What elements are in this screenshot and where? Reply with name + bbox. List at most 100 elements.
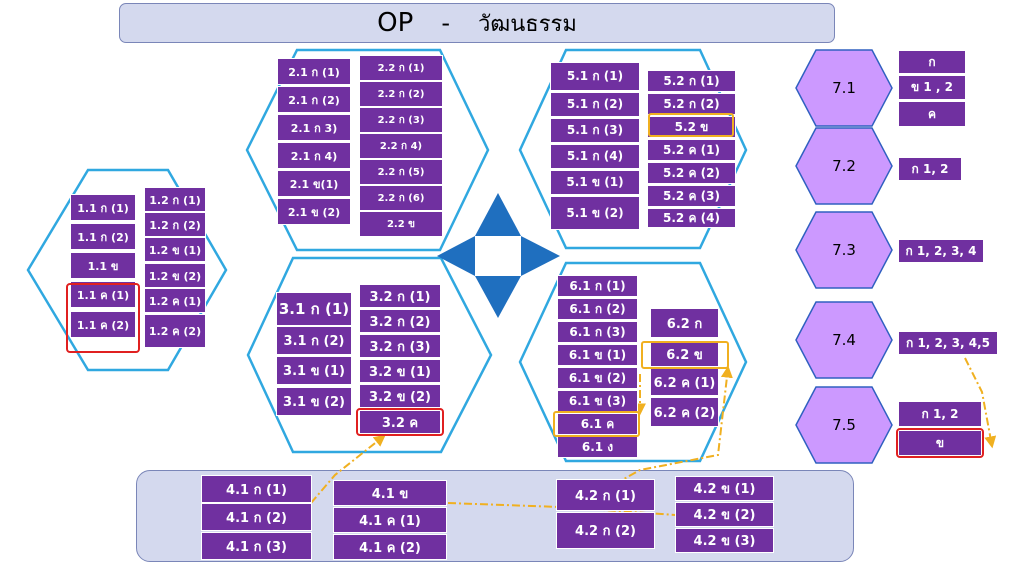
g3-cell: 3.1 ก (1)	[276, 292, 352, 326]
g1-cell: 1.2 ก (1)	[144, 187, 206, 212]
g2-cell: 2.1 ก 4)	[277, 142, 351, 169]
g7-cell: ก 1, 2, 3, 4	[898, 239, 984, 263]
connector-7-4-to-7-5	[964, 357, 997, 449]
title-sub: วัฒนธรรม	[478, 11, 577, 37]
hex-7-2-label: 7.2	[832, 157, 856, 175]
highlight-7-5-kh	[896, 428, 984, 458]
g3-cell: 3.2 ก (1)	[359, 284, 441, 308]
connector-4-2-to-6-2	[614, 365, 733, 485]
g1-cell: 1.1 ก (1)	[70, 194, 136, 221]
g7-cell: ข	[898, 430, 982, 456]
g5-cell: 5.1 ก (3)	[550, 118, 640, 143]
highlight-6-1-c	[553, 411, 640, 437]
hex-7-3-label: 7.3	[832, 241, 856, 259]
g7-cell: ก 1, 2, 3, 4,5	[898, 331, 998, 355]
g5-cell: 5.1 ข (2)	[550, 196, 640, 230]
title-bar: OP - วัฒนธรรม	[119, 3, 835, 43]
hex-group5-outline	[518, 48, 748, 250]
g1-cell: 1.1 ข	[70, 252, 136, 279]
g3-cell: 3.2 ค	[359, 410, 441, 434]
g4-cell: 4.1 ก (3)	[201, 532, 312, 560]
g5-cell: 5.2 ก (2)	[647, 93, 736, 115]
connector-4-1-to-3-2	[310, 434, 386, 504]
hex-group1-outline	[26, 168, 228, 372]
g6-cell: 6.1 ค	[557, 413, 638, 435]
g3-cell: 3.2 ก (3)	[359, 334, 441, 358]
hex-group3-outline	[246, 256, 493, 454]
hex-7-1-label: 7.1	[832, 79, 856, 97]
arrow-right-icon	[521, 236, 560, 276]
g6-cell: 6.1 ก (1)	[557, 275, 638, 297]
g5-cell: 5.2 ค (1)	[647, 139, 736, 161]
g5-cell: 5.2 ค (4)	[647, 208, 736, 228]
g2-cell: 2.1 ข(1)	[277, 170, 351, 197]
g6-cell: 6.1 ง	[557, 436, 638, 458]
g3-cell: 3.2 ก (2)	[359, 309, 441, 333]
g3-cell: 3.1 ข (2)	[276, 387, 352, 416]
hex-7-5	[795, 386, 893, 464]
g6-cell: 6.1 ก (2)	[557, 298, 638, 320]
hex-7-2	[795, 127, 893, 205]
title-dash: -	[441, 9, 450, 37]
g7-cell: ก 1, 2	[898, 401, 982, 427]
hex-7-4-label: 7.4	[832, 331, 856, 349]
g5-cell: 5.2 ข	[647, 116, 736, 138]
g1-cell: 1.2 ก (2)	[144, 212, 206, 237]
highlight-1-1-c	[66, 283, 140, 353]
g6-cell: 6.2 ค (1)	[650, 368, 719, 396]
g7-cell: ก	[898, 50, 966, 74]
highlight-3-2-c	[356, 408, 444, 436]
g4-cell: 4.1 ก (2)	[201, 503, 312, 531]
g7-cell: ค	[898, 101, 966, 127]
g4-cell: 4.1 ก (1)	[201, 475, 312, 503]
g2-cell: 2.1 ก 3)	[277, 114, 351, 141]
g5-cell: 5.1 ก (2)	[550, 92, 640, 117]
g2-cell: 2.2 ก (6)	[359, 185, 443, 211]
g6-cell: 6.1 ข (2)	[557, 367, 638, 389]
arrow-down-icon	[475, 276, 521, 318]
g5-cell: 5.1 ก (1)	[550, 62, 640, 91]
g6-cell: 6.2 ก	[650, 308, 719, 338]
g1-cell: 1.1 ค (1)	[70, 281, 136, 308]
hex-group2-outline	[245, 48, 490, 252]
g6-cell: 6.2 ข	[650, 341, 719, 367]
title-main: OP	[377, 8, 414, 38]
g2-cell: 2.2 ก (5)	[359, 159, 443, 185]
g5-cell: 5.1 ก (4)	[550, 144, 640, 169]
g4-cell: 4.2 ข (2)	[675, 502, 774, 527]
g2-cell: 2.2 ก (3)	[359, 107, 443, 133]
g1-cell: 1.2 ค (2)	[144, 314, 206, 348]
g7-cell: ก 1, 2	[898, 157, 962, 181]
highlight-5-2-kh	[648, 113, 734, 137]
g2-cell: 2.2 ข	[359, 211, 443, 237]
arrow-left-icon	[437, 236, 475, 276]
g3-cell: 3.2 ข (2)	[359, 384, 441, 408]
g4-cell: 4.1 ข	[333, 480, 447, 506]
g2-cell: 2.2 ก (2)	[359, 81, 443, 107]
g6-cell: 6.1 ข (3)	[557, 390, 638, 412]
g3-cell: 3.1 ข (1)	[276, 356, 352, 385]
g4-cell: 4.1 ค (2)	[333, 534, 447, 560]
g7-cell: ข 1 , 2	[898, 75, 966, 100]
g1-cell: 1.2 ค (1)	[144, 288, 206, 313]
g4-cell: 4.2 ก (1)	[556, 479, 655, 511]
g2-cell: 2.2 ก 4)	[359, 133, 443, 159]
hex-7-5-label: 7.5	[832, 416, 856, 434]
g4-cell: 4.2 ข (3)	[675, 528, 774, 553]
g5-cell: 5.2 ค (2)	[647, 162, 736, 184]
g1-cell: 1.2 ข (1)	[144, 237, 206, 262]
g4-cell: 4.2 ข (1)	[675, 476, 774, 501]
g1-cell: 1.1 ก (2)	[70, 223, 136, 250]
highlight-6-2-kh	[641, 341, 729, 369]
g5-cell: 5.2 ค (3)	[647, 185, 736, 207]
hex-7-3	[795, 211, 893, 289]
g2-cell: 2.1 ก (1)	[277, 58, 351, 85]
g2-cell: 2.1 ข (2)	[277, 198, 351, 225]
g5-cell: 5.1 ข (1)	[550, 170, 640, 195]
g6-cell: 6.2 ค (2)	[650, 397, 719, 427]
g6-cell: 6.1 ข (1)	[557, 344, 638, 366]
g1-cell: 1.2 ข (2)	[144, 263, 206, 288]
g2-cell: 2.1 ก (2)	[277, 86, 351, 113]
g5-cell: 5.2 ก (1)	[647, 70, 736, 92]
hex-group6-outline	[518, 261, 748, 463]
